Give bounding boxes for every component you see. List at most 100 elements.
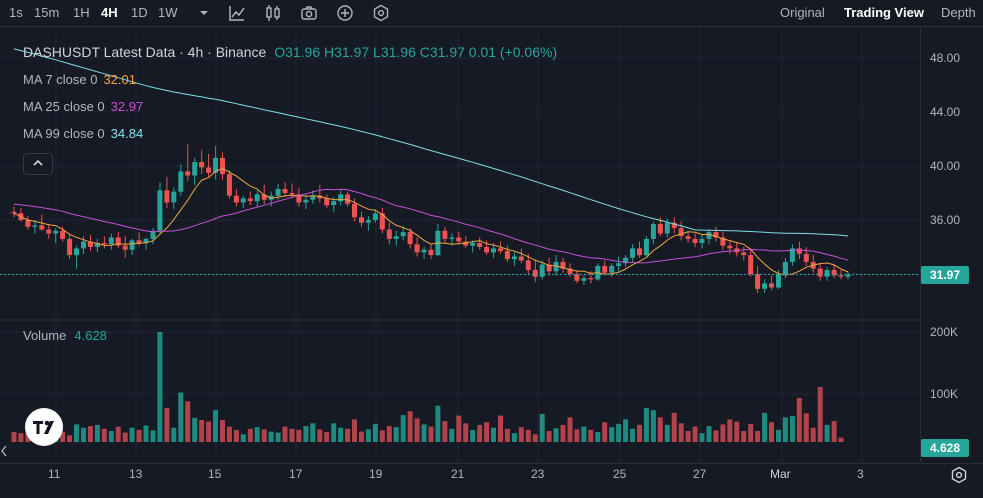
moving-averages — [13, 48, 849, 276]
price-tick: 48.00 — [930, 51, 961, 65]
time-tick: 17 — [289, 467, 303, 481]
candle-body — [164, 190, 170, 203]
interval-1h[interactable]: 1H — [73, 5, 90, 20]
candle-body — [845, 274, 851, 277]
candle-body — [706, 232, 712, 239]
candle-body — [365, 220, 371, 223]
candle-body — [338, 194, 344, 202]
time-axis[interactable] — [0, 463, 983, 498]
volume-bar — [442, 421, 448, 442]
candle-body — [206, 167, 212, 173]
candle-body — [789, 248, 795, 262]
volume-bar — [699, 433, 705, 442]
time-tick: 15 — [208, 467, 222, 481]
volume-bar — [769, 422, 774, 442]
volume-bar — [379, 430, 385, 442]
volume-bar — [268, 431, 274, 442]
ma7-legend[interactable]: MA 7 close 0 32.01 — [23, 72, 136, 87]
volume-bar — [643, 407, 649, 442]
candle-body — [546, 264, 552, 272]
candle-body — [678, 228, 684, 237]
volume-bar — [525, 429, 531, 442]
candle-body — [60, 230, 66, 239]
candle-body — [379, 213, 385, 230]
scroll-left-icon[interactable] — [0, 444, 10, 462]
volume-bar — [338, 427, 344, 442]
volume-bar — [428, 426, 434, 442]
ma99-legend[interactable]: MA 99 close 0 34.84 — [23, 126, 143, 141]
candle-body — [623, 257, 629, 264]
volume-tick: 100K — [930, 387, 959, 401]
volume-bar — [324, 432, 330, 442]
volume-bar — [623, 419, 629, 442]
interval-1d[interactable]: 1D — [131, 5, 148, 20]
volume-bar — [734, 421, 740, 442]
candle-body — [803, 253, 809, 262]
price-axis[interactable] — [920, 27, 983, 463]
candle-body — [74, 248, 79, 256]
candle-body — [713, 232, 719, 238]
candle-body — [491, 248, 496, 253]
candle-body — [817, 268, 823, 277]
volume-bar — [435, 405, 441, 442]
volume-bar — [352, 419, 357, 442]
candle-body — [345, 194, 351, 204]
time-tick: 3 — [857, 467, 864, 481]
indicators-icon[interactable] — [227, 3, 247, 23]
time-tick: 23 — [531, 467, 545, 481]
view-original[interactable]: Original — [780, 5, 825, 20]
settings-hex-icon[interactable] — [371, 3, 391, 23]
camera-icon[interactable] — [299, 3, 319, 23]
candle-body — [240, 198, 246, 203]
candle-body — [602, 265, 608, 273]
volume-bar — [692, 426, 698, 442]
volume-bar — [115, 426, 121, 442]
ma25-legend[interactable]: MA 25 close 0 32.97 — [23, 99, 143, 114]
plus-circle-icon[interactable] — [335, 3, 355, 23]
view-depth[interactable]: Depth — [941, 5, 976, 20]
volume-bar — [741, 431, 747, 442]
volume-bar — [67, 435, 73, 442]
legend-collapse-button[interactable] — [23, 153, 53, 175]
candle-body — [504, 251, 510, 260]
volume-bar — [129, 427, 135, 442]
volume-bar — [372, 423, 378, 442]
candle-body — [692, 238, 698, 243]
volume-bar — [157, 332, 163, 442]
chart-settings-icon[interactable] — [949, 465, 969, 485]
volume-bar — [831, 421, 837, 442]
volume-bar — [539, 413, 545, 442]
volume-bar — [630, 428, 635, 442]
volume-bar — [713, 430, 719, 442]
interval-1s[interactable]: 1s — [9, 5, 23, 20]
ma7-label: MA 7 close 0 — [23, 72, 98, 87]
interval-15m[interactable]: 15m — [34, 5, 60, 20]
interval-4h[interactable]: 4H — [101, 5, 118, 20]
ma7-value: 32.01 — [103, 72, 136, 87]
time-tick: 11 — [48, 467, 61, 481]
volume-bar — [226, 426, 232, 442]
candle-body — [824, 270, 830, 277]
candle-body — [296, 194, 302, 203]
candle-style-icon[interactable] — [263, 3, 283, 23]
volume-bar — [414, 418, 420, 442]
candle-body — [477, 243, 483, 247]
chevron-down-icon[interactable] — [194, 3, 214, 23]
volume-bar — [60, 431, 66, 442]
candle-body — [32, 225, 38, 227]
volume-bar — [796, 398, 802, 442]
interval-1w[interactable]: 1W — [158, 5, 178, 20]
candle-body — [727, 245, 733, 249]
ma99-label: MA 99 close 0 — [23, 126, 105, 141]
volume-bar — [400, 415, 406, 442]
price-tick: 40.00 — [930, 159, 961, 173]
volume-bar — [609, 427, 615, 442]
ma25-label: MA 25 close 0 — [23, 99, 105, 114]
candle-body — [254, 194, 260, 202]
volume-bar — [240, 434, 246, 442]
view-trading-view[interactable]: Trading View — [844, 5, 924, 20]
volume-tick: 200K — [930, 325, 959, 339]
candle-body — [233, 195, 239, 203]
tradingview-logo-icon[interactable] — [24, 407, 64, 447]
